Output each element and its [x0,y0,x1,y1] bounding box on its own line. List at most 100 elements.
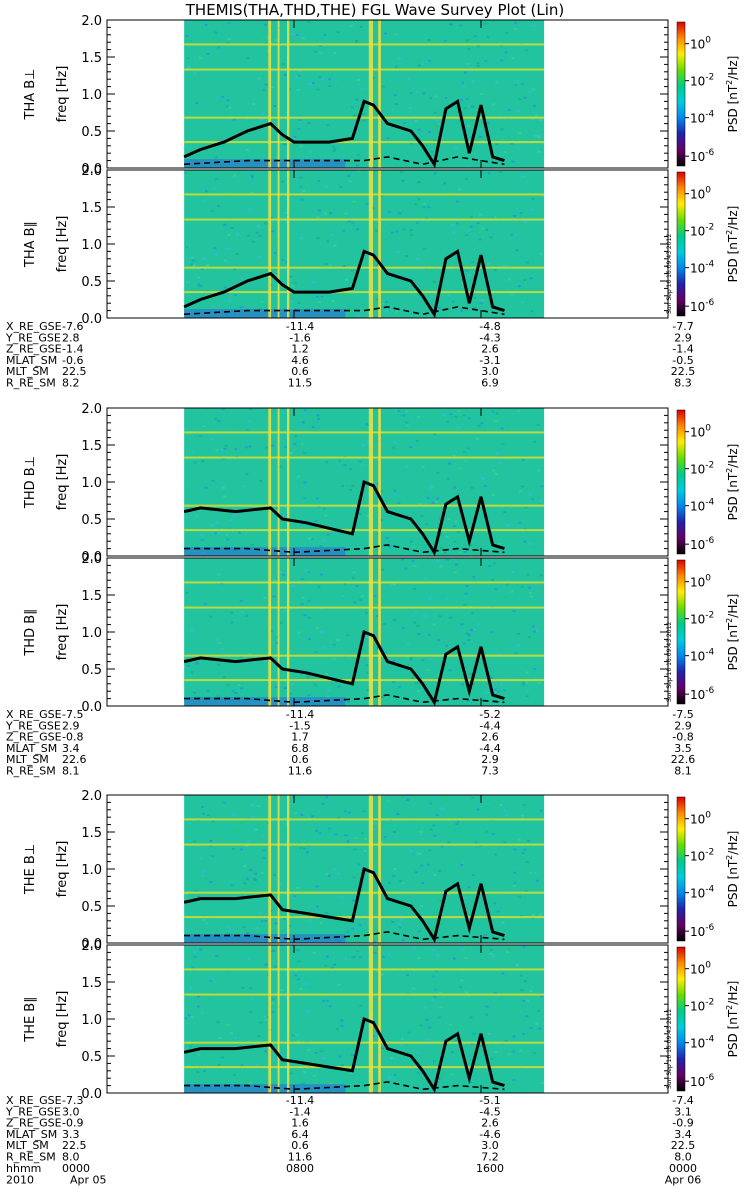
spectrogram-speckle [312,281,315,284]
interference-stripe [286,170,290,318]
spectrogram-speckle [418,532,422,535]
spectrogram-speckle [472,576,476,579]
ephemeris-value: -5.1 [479,1094,500,1107]
spectrogram-speckle [534,135,538,137]
spectrogram-speckle [226,1024,230,1027]
spectrogram-speckle [254,872,258,875]
spectrogram-speckle [226,42,230,45]
spectrogram-speckle [216,46,220,49]
spectrogram-speckle [535,630,539,633]
spectrogram-speckle [395,687,399,690]
spectrogram-speckle [343,957,347,960]
spectrogram-speckle [357,863,361,866]
spectrogram-speckle [225,247,229,250]
spectrogram-speckle [471,79,475,82]
spectrogram-speckle [291,285,295,288]
spectrogram-speckle [525,261,529,264]
spectrogram-speckle [275,275,279,277]
spectrogram-speckle [343,582,347,585]
spectrogram-speckle [342,666,346,668]
spectrogram-speckle [476,307,480,310]
spectrogram-speckle [423,1006,427,1009]
spectrogram-speckle [257,255,261,258]
spectrogram-speckle [468,544,472,547]
spectrogram-speckle [453,571,457,574]
spectrogram-speckle [227,22,231,25]
spectrogram-speckle [422,423,426,426]
spectrogram-speckle [381,1080,385,1082]
spectrogram-speckle [469,1081,472,1083]
spectrogram-speckle [262,856,266,859]
spectrogram-speckle [338,1055,342,1058]
spectrogram-speckle [263,596,267,599]
spectrogram-speckle [260,920,264,923]
spectrogram-speckle [275,636,279,639]
spectrogram-speckle [346,1021,350,1023]
spectrogram-speckle [319,545,323,548]
spectrogram-speckle [303,497,307,500]
interference-stripe [277,558,280,706]
spectrogram-speckle [352,126,356,129]
time-value: 1600 [476,1162,504,1175]
spectrogram-speckle [525,1015,529,1018]
spectrogram-speckle [271,86,274,89]
spectrogram-speckle [494,588,498,591]
spectrogram-speckle [199,598,203,601]
low-frequency-band [184,1084,346,1093]
spectrogram-speckle [356,228,359,231]
spectrogram-speckle [243,669,247,672]
spectrogram-speckle [516,632,520,635]
spectrogram-speckle [417,128,421,131]
ephemeris-row-label: MLAT_SM [6,742,57,755]
spectrogram-speckle [512,885,516,887]
spectrogram-speckle [224,259,227,262]
spectrogram-speckle [351,927,355,930]
spectrogram-speckle [358,512,362,515]
spectrogram-speckle [193,461,197,464]
spectrogram-speckle [299,987,303,990]
spectrogram-speckle [520,989,524,992]
spectrogram-speckle [404,466,408,468]
spectrogram-speckle [488,92,492,95]
ephemeris-value: 3.3 [62,1128,80,1141]
spectrogram-speckle [474,552,478,555]
spectrogram-speckle [306,851,309,854]
spectrogram-speckle [260,118,264,121]
spectrogram-speckle [222,1012,226,1015]
spectrogram-speckle [443,39,447,42]
spectrogram-speckle [199,56,203,59]
spectrogram-speckle [426,496,430,499]
ephemeris-value: -0.9 [672,1117,693,1130]
spectrogram-speckle [261,113,265,116]
spectrogram-speckle [417,930,421,933]
spectrogram-speckle [467,48,471,51]
spectrogram-speckle [458,467,462,470]
spectrogram-speckle [356,950,360,953]
spectrogram-speckle [499,171,503,174]
spectrogram-speckle [503,689,506,692]
spectrogram-speckle [510,142,514,145]
spectrogram-speckle [485,228,489,231]
spectrogram-speckle [507,948,511,951]
spectrogram-speckle [326,124,330,126]
spectrogram-speckle [346,840,350,843]
spectrogram-speckle [228,930,232,933]
spectrogram-speckle [450,272,454,275]
spectrogram-speckle [432,928,436,931]
spectrogram-speckle [382,252,386,255]
spectrogram-speckle [520,485,524,488]
spectrogram-speckle [297,960,301,963]
spectrogram-speckle [307,83,311,86]
spectrogram-speckle [254,879,257,881]
gyrofrequency-line [183,629,505,707]
spectrogram-speckle [230,621,234,624]
spectrogram-speckle [316,905,320,908]
spectrogram-speckle [519,211,523,214]
spectrogram-speckle [492,103,495,106]
spectrogram-speckle [300,443,304,445]
spectrogram-speckle [530,498,534,501]
ephemeris-value: -0.5 [672,354,693,367]
spectrogram-speckle [429,97,432,100]
ephemeris-value: 22.5 [671,365,696,378]
spectrogram-speckle [201,805,204,808]
